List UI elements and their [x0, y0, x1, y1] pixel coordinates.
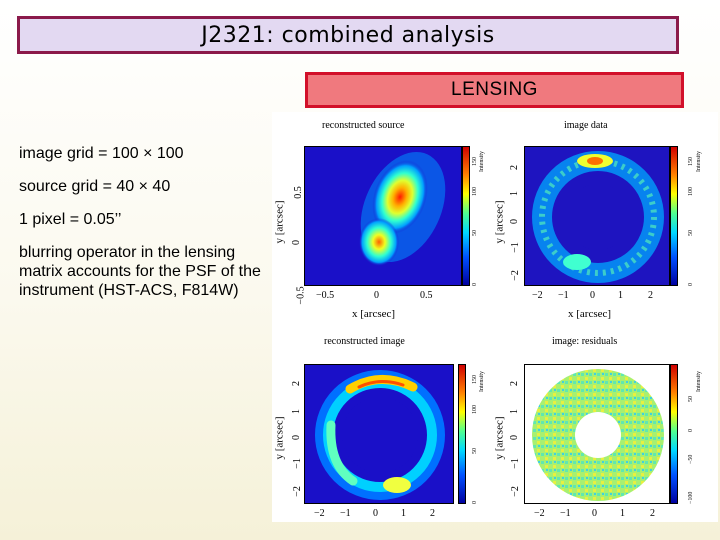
ytick: 0: [509, 219, 520, 224]
ytick: 2: [509, 165, 520, 170]
image-data-map: [532, 151, 664, 283]
note-blurring-operator: blurring operator in the lensing matrix …: [19, 244, 261, 299]
ytick: 1: [509, 409, 520, 414]
colorbar-residuals: [670, 364, 678, 504]
reconstructed-image-map: [315, 370, 445, 500]
colorbar-image-data: [670, 146, 678, 286]
cbar-tick: −100: [688, 491, 694, 504]
ylabel-source: y [arcsec]: [273, 200, 286, 244]
xtick: 0.5: [420, 290, 433, 301]
cbar-tick: 50: [472, 448, 478, 454]
xtick: 0: [590, 290, 595, 301]
xtick: 0: [373, 508, 378, 519]
note-pixel-scale: 1 pixel = 0.05’’: [19, 211, 122, 228]
panel-title-image-data: image data: [564, 120, 608, 131]
xtick: 1: [620, 508, 625, 519]
ylabel-residuals: y [arcsec]: [493, 416, 506, 460]
residuals-plot: [524, 364, 670, 504]
panel-title-residuals: image: residuals: [552, 336, 618, 347]
xtick: 2: [648, 290, 653, 301]
ytick: 0: [291, 240, 302, 245]
lensing-header-box: LENSING: [305, 72, 684, 108]
lensing-label: LENSING: [451, 79, 538, 100]
cbar-tick: 0: [688, 429, 694, 432]
reconstructed-source-map: [359, 152, 446, 266]
xlabel-source: x [arcsec]: [352, 308, 396, 320]
ylabel-reconstructed-image: y [arcsec]: [273, 416, 286, 460]
cbar-tick: 50: [688, 396, 694, 402]
reconstructed-source-plot: [304, 146, 462, 286]
notes-list: image grid = 100 × 100 source grid = 40 …: [19, 144, 269, 314]
image-data-plot: [524, 146, 670, 286]
note-image-grid: image grid = 100 × 100: [19, 145, 184, 162]
ytick: 1: [291, 409, 302, 414]
cbar-tick: 150: [472, 157, 478, 166]
xtick: −2: [534, 508, 545, 519]
cbar-tick: 150: [688, 157, 694, 166]
ytick: −1: [509, 458, 521, 469]
lensing-figure: reconstructed source: [272, 112, 718, 522]
ytick: −0.5: [295, 286, 307, 305]
cbar-tick: 0: [472, 501, 478, 504]
xtick: 0: [374, 290, 379, 301]
ytick: 0: [509, 435, 520, 440]
cbar-label: Intensity: [696, 371, 702, 392]
colorbar-reconstructed-image: [458, 364, 466, 504]
cbar-tick: 100: [688, 187, 694, 196]
cbar-tick: 50: [688, 230, 694, 236]
cbar-tick: 0: [472, 283, 478, 286]
ytick: 2: [291, 381, 302, 386]
xtick: −0.5: [316, 290, 335, 301]
ytick: −2: [291, 486, 303, 497]
reconstructed-image-plot: [304, 364, 454, 504]
xlabel-image-data: x [arcsec]: [568, 308, 612, 320]
ylabel-image-data: y [arcsec]: [493, 200, 506, 244]
ytick: −1: [509, 242, 521, 253]
xtick: −1: [558, 290, 569, 301]
colorbar-source: [462, 146, 470, 286]
cbar-tick: 50: [472, 230, 478, 236]
ytick: 2: [509, 381, 520, 386]
xtick: −2: [532, 290, 543, 301]
ytick: −1: [291, 458, 303, 469]
note-source-grid: source grid = 40 × 40: [19, 178, 171, 195]
ytick: 0.5: [292, 186, 304, 199]
cbar-tick: 100: [472, 187, 478, 196]
cbar-label: Intensity: [696, 151, 702, 172]
residuals-map: [532, 369, 664, 501]
xtick: 2: [650, 508, 655, 519]
cbar-tick: −50: [688, 454, 694, 464]
cbar-tick: 100: [472, 405, 478, 414]
xtick: 0: [592, 508, 597, 519]
xtick: 1: [618, 290, 623, 301]
slide-title-box: J2321: combined analysis: [17, 16, 679, 54]
panel-title-reconstructed-image: reconstructed image: [324, 336, 405, 347]
ytick: −2: [509, 486, 521, 497]
xtick: 2: [430, 508, 435, 519]
xtick: −1: [560, 508, 571, 519]
slide-title: J2321: combined analysis: [201, 22, 495, 48]
xtick: −2: [314, 508, 325, 519]
ytick: −2: [509, 270, 521, 281]
panel-title-reconstructed-source: reconstructed source: [322, 120, 405, 131]
cbar-label: Intensity: [479, 371, 485, 392]
ytick: 0: [291, 435, 302, 440]
xtick: −1: [340, 508, 351, 519]
ytick: 1: [509, 191, 520, 196]
cbar-tick: 150: [472, 375, 478, 384]
xtick: 1: [401, 508, 406, 519]
cbar-tick: 0: [688, 283, 694, 286]
cbar-label: Intensity: [479, 151, 485, 172]
